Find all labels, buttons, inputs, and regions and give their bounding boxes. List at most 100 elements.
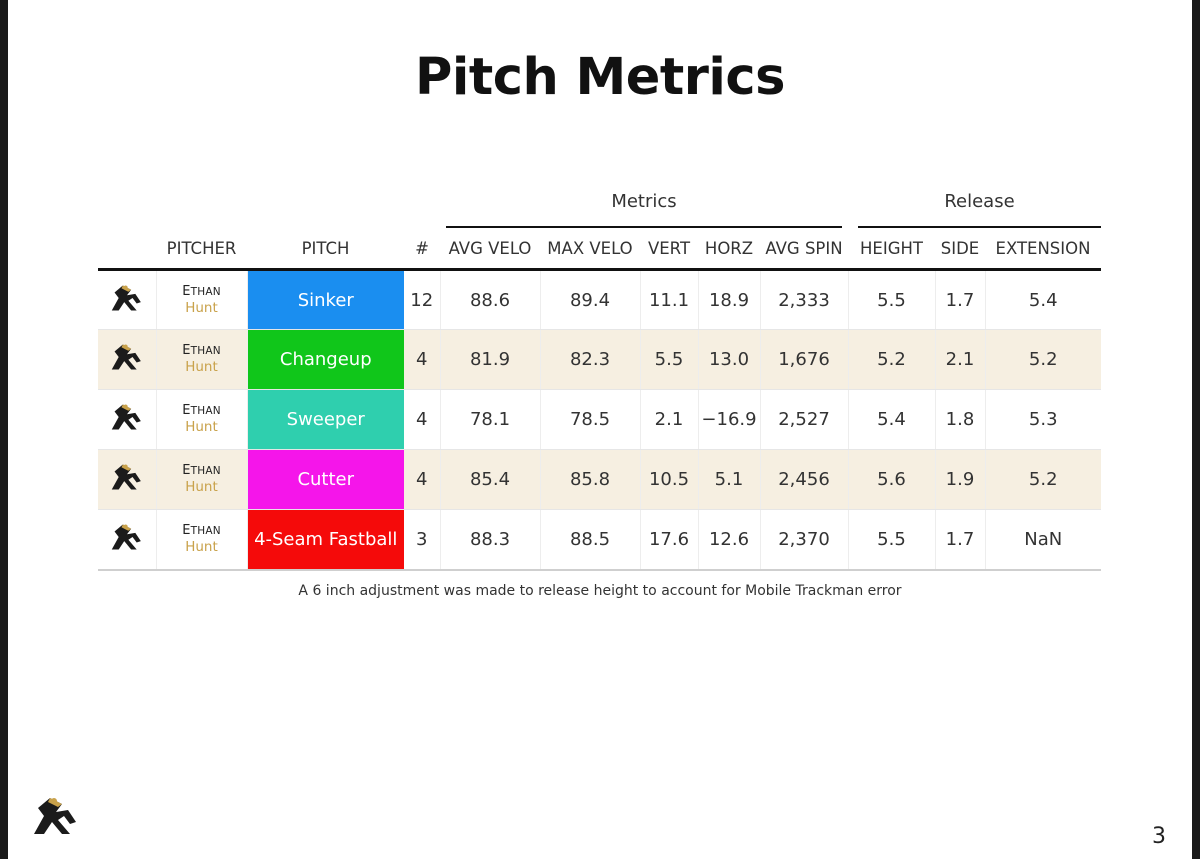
cell-height: 5.4 [848,389,936,450]
cell-avg-velo: 88.6 [440,269,541,330]
team-logo-icon [98,449,157,510]
cell-vert: 5.5 [640,329,699,390]
cell-height: 5.2 [848,329,936,390]
cell-max-velo: 88.5 [540,509,641,571]
col-header-vert: VERT [640,228,698,271]
cell-extension: NaN [985,509,1101,571]
footnote: A 6 inch adjustment was made to release … [298,583,902,599]
pitcher-last-name: Hunt [185,299,218,316]
cell-count: 4 [404,449,441,510]
cell-avg-velo: 78.1 [440,389,541,450]
cell-avg-velo: 85.4 [440,449,541,510]
cell-count: 4 [404,389,441,450]
pitch-type-cell: Cutter [247,449,404,510]
col-header-extension: EXTENSION [985,228,1101,271]
team-logo-icon [98,509,157,571]
team-logo-icon [98,329,157,390]
group-label-release: Release [858,191,1101,228]
col-header-max-velo: MAX VELO [540,228,640,271]
group-header-release: Release [848,178,1101,228]
cell-horz: −16.9 [698,389,761,450]
page-number: 3 [1152,824,1166,849]
pitch-type-cell: 4-Seam Fastball [247,509,404,571]
page-title: Pitch Metrics [415,48,785,107]
pitcher-cell: ETHAN Hunt [156,389,248,450]
col-header-logo [98,228,156,271]
table-row: ETHAN Hunt Cutter 4 85.4 85.8 10.5 5.1 2,456 5.6 1… [98,449,1101,510]
pitch-type-cell: Sinker [247,269,404,330]
cell-avg-spin: 1,676 [760,329,849,390]
pitch-type-cell: Changeup [247,329,404,390]
cell-horz: 5.1 [698,449,761,510]
pitcher-first-name: ETHAN [182,463,221,478]
pitcher-first-name: ETHAN [182,343,221,358]
pitcher-cell: ETHAN Hunt [156,509,248,571]
table-body: ETHAN Hunt Sinker 12 88.6 89.4 11.1 18.9 2,333 5.… [98,269,1101,571]
cell-max-velo: 78.5 [540,389,641,450]
team-logo-icon [98,269,157,330]
cell-max-velo: 82.3 [540,329,641,390]
pitch-type-cell: Sweeper [247,389,404,450]
cell-vert: 2.1 [640,389,699,450]
table-row: ETHAN Hunt Sweeper 4 78.1 78.5 2.1 −16.9 2,527 5.… [98,389,1101,450]
table-row: ETHAN Hunt Sinker 12 88.6 89.4 11.1 18.9 2,333 5.… [98,269,1101,330]
pitch-metrics-table: Metrics Release PITCHER PITCH # AVG VELO… [98,178,1101,571]
cell-vert: 11.1 [640,269,699,330]
col-header-pitch: PITCH [247,228,404,271]
group-header-blank [98,178,440,228]
cell-avg-spin: 2,456 [760,449,849,510]
cell-avg-velo: 88.3 [440,509,541,571]
cell-side: 1.7 [935,269,986,330]
right-edge-bar [1192,0,1200,859]
left-edge-bar [0,0,8,859]
pitcher-last-name: Hunt [185,538,218,555]
table-row: ETHAN Hunt Changeup 4 81.9 82.3 5.5 13.0 1,676 5.… [98,329,1101,390]
table-row: ETHAN Hunt 4-Seam Fastball 3 88.3 88.5 17.6 12.… [98,509,1101,571]
group-label-metrics: Metrics [446,191,842,228]
cell-height: 5.6 [848,449,936,510]
group-header-metrics: Metrics [440,178,848,228]
pitcher-first-name: ETHAN [182,283,221,299]
cell-avg-spin: 2,527 [760,389,849,450]
pitcher-last-name: Hunt [185,359,218,375]
cell-max-velo: 85.8 [540,449,641,510]
cell-extension: 5.2 [985,329,1101,390]
cell-horz: 18.9 [698,269,761,330]
col-header-height: HEIGHT [848,228,935,271]
cell-vert: 10.5 [640,449,699,510]
col-header-avg-velo: AVG VELO [440,228,540,271]
cell-side: 2.1 [935,329,986,390]
col-header-count: # [404,228,440,271]
col-header-side: SIDE [935,228,985,271]
cell-extension: 5.3 [985,389,1101,450]
cell-horz: 13.0 [698,329,761,390]
col-header-pitcher: PITCHER [156,228,247,271]
pitcher-first-name: ETHAN [182,522,221,538]
pitcher-first-name: ETHAN [182,403,221,418]
cell-horz: 12.6 [698,509,761,571]
cell-avg-spin: 2,333 [760,269,849,330]
team-logo-icon [98,389,157,450]
cell-extension: 5.4 [985,269,1101,330]
cell-avg-velo: 81.9 [440,329,541,390]
cell-count: 3 [404,509,441,571]
cell-side: 1.7 [935,509,986,571]
cell-vert: 17.6 [640,509,699,571]
pitcher-cell: ETHAN Hunt [156,329,248,390]
cell-max-velo: 89.4 [540,269,641,330]
pitcher-last-name: Hunt [185,419,218,435]
cell-side: 1.8 [935,389,986,450]
cell-count: 12 [404,269,441,330]
pitcher-cell: ETHAN Hunt [156,269,248,330]
cell-height: 5.5 [848,269,936,330]
cell-extension: 5.2 [985,449,1101,510]
col-header-avg-spin: AVG SPIN [760,228,848,271]
cell-count: 4 [404,329,441,390]
cell-height: 5.5 [848,509,936,571]
pitcher-last-name: Hunt [185,479,218,495]
pitcher-cell: ETHAN Hunt [156,449,248,510]
cell-side: 1.9 [935,449,986,510]
cell-avg-spin: 2,370 [760,509,849,571]
col-header-horz: HORZ [698,228,760,271]
team-logo-icon [30,794,82,842]
